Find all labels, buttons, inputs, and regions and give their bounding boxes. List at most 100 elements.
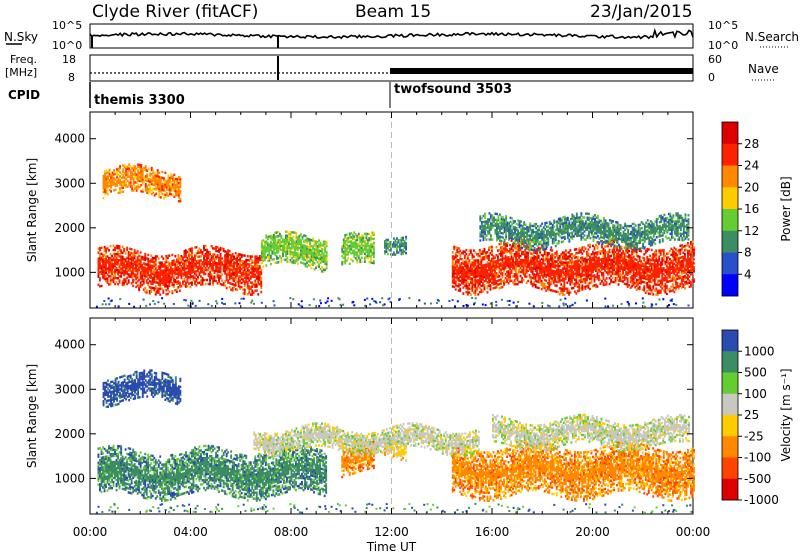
- power-echo-cell: [394, 239, 397, 242]
- power-echo-cell: [114, 188, 117, 191]
- power-echo-cell: [102, 196, 105, 200]
- power-echo-cell: [509, 269, 511, 273]
- power-echo-cell: [154, 261, 157, 264]
- power-echo-cell: [210, 267, 213, 270]
- power-echo-cell: [454, 264, 457, 267]
- power-echo-cell: [313, 242, 316, 245]
- power-echo-cell: [304, 262, 307, 266]
- power-echo-cell: [478, 248, 481, 252]
- power-echo-cell: [563, 285, 566, 288]
- power-echo-cell: [357, 248, 360, 252]
- power-echo-cell: [341, 261, 344, 264]
- power-echo-cell: [291, 237, 293, 240]
- power-echo-cell: [159, 263, 162, 266]
- power-echo-cell: [356, 242, 359, 246]
- power-echo-cell: [313, 268, 316, 271]
- power-echo-cell: [240, 271, 243, 275]
- power-echo-cell: [359, 260, 362, 264]
- power-echo-cell: [622, 266, 624, 269]
- power-echo-cell: [260, 286, 263, 290]
- power-echo-cell: [503, 243, 505, 246]
- power-echo-cell: [207, 274, 210, 278]
- power-echo-cell: [303, 256, 305, 259]
- power-echo-cell: [189, 247, 192, 251]
- power-echo-cell: [100, 246, 103, 249]
- power-echo-cell: [114, 274, 116, 278]
- power-echo-cell: [236, 266, 239, 269]
- power-echo-cell: [468, 283, 471, 286]
- power-echo-cell: [106, 277, 109, 280]
- power-echo-cell: [480, 284, 483, 288]
- power-echo-cell: [231, 263, 234, 266]
- power-echo-cell: [180, 273, 183, 276]
- power-echo-cell: [123, 274, 126, 277]
- power-echo-cell: [106, 279, 109, 282]
- power-echo-cell: [385, 238, 388, 241]
- power-echo-cell: [160, 281, 163, 284]
- power-echo-cell: [157, 257, 160, 260]
- power-echo-cell: [506, 256, 508, 259]
- power-echo-cell: [315, 252, 317, 255]
- power-echo-cell: [506, 260, 508, 263]
- power-echo-cell: [531, 282, 534, 286]
- power-echo-cell: [469, 249, 472, 252]
- power-echo-cell: [166, 272, 169, 276]
- power-echo-cell: [257, 271, 260, 274]
- power-echo-cell: [99, 265, 101, 268]
- power-echo-cell: [218, 256, 220, 259]
- power-echo-cell: [230, 274, 233, 277]
- power-echo-cell: [555, 250, 558, 253]
- power-echo-cell: [344, 254, 347, 257]
- power-echo-cell: [209, 280, 211, 284]
- power-echo-cell: [368, 251, 371, 254]
- power-echo-cell: [468, 275, 471, 278]
- power-echo-cell: [494, 286, 496, 289]
- power-echo-cell: [219, 252, 222, 256]
- power-echo-cell: [590, 267, 593, 270]
- power-echo-cell: [233, 267, 236, 270]
- power-echo-cell: [344, 244, 347, 247]
- power-echo-cell: [222, 259, 225, 263]
- power-echo-cell: [200, 255, 202, 258]
- power-echo-cell: [117, 253, 119, 256]
- power-echo-cell: [485, 277, 487, 280]
- power-echo-cell: [316, 261, 319, 264]
- power-echo-cell: [372, 237, 375, 241]
- power-echo-cell: [274, 241, 277, 244]
- power-echo-cell: [495, 276, 498, 279]
- power-echo-cell: [368, 253, 371, 256]
- power-echo-cell: [560, 287, 563, 290]
- power-echo-cell: [292, 239, 295, 242]
- power-echo-cell: [295, 242, 298, 245]
- power-echo-cell: [162, 279, 165, 282]
- power-echo-cell: [246, 259, 249, 262]
- power-echo-cell: [466, 293, 469, 296]
- power-echo-cell: [486, 257, 489, 260]
- power-echo-cell: [617, 253, 620, 256]
- power-echo-cell: [129, 247, 132, 250]
- power-echo-cell: [225, 274, 228, 278]
- power-echo-cell: [272, 252, 275, 255]
- power-echo-cell: [500, 280, 502, 283]
- power-echo-cell: [524, 261, 527, 264]
- power-echo-cell: [497, 249, 499, 252]
- power-echo-cell: [480, 274, 483, 277]
- power-echo-cell: [518, 254, 520, 258]
- power-echo-cell: [557, 258, 560, 262]
- power-echo-cell: [171, 281, 174, 285]
- power-echo-cell: [554, 252, 557, 255]
- power-echo-cell: [453, 247, 456, 251]
- power-echo-cell: [271, 252, 274, 255]
- power-echo-cell: [563, 261, 566, 264]
- power-echo-cell: [506, 258, 508, 261]
- power-echo-cell: [254, 289, 257, 292]
- power-echo-cell: [344, 262, 347, 265]
- power-echo-cell: [103, 245, 106, 249]
- power-echo-cell: [141, 277, 144, 281]
- power-echo-cell: [124, 258, 127, 261]
- power-echo-cell: [688, 275, 691, 278]
- power-echo-cell: [356, 253, 359, 256]
- power-echo-cell: [622, 270, 624, 273]
- power-echo-cell: [359, 236, 362, 239]
- power-echo-cell: [275, 257, 278, 260]
